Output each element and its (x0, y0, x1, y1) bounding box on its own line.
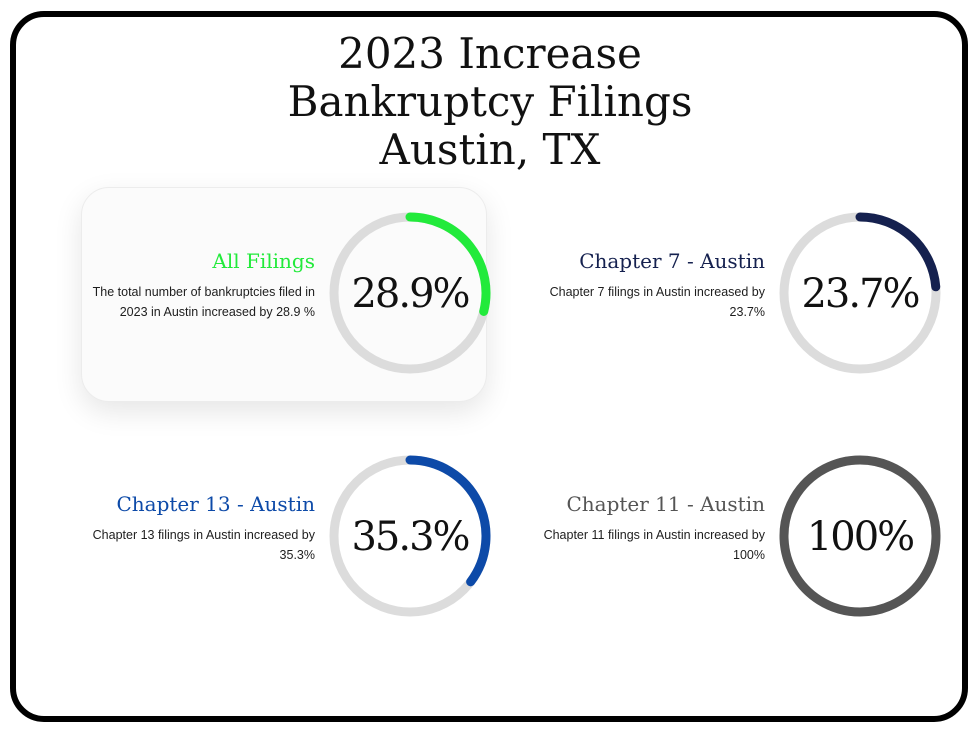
stat-block-chapter-13: Chapter 13 - Austin Chapter 13 filings i… (85, 453, 505, 623)
progress-ring-svg: 100% (779, 455, 941, 617)
progress-ring-svg: 28.9% (329, 212, 491, 374)
stat-heading: Chapter 13 - Austin (116, 492, 315, 516)
percent-label: 28.9% (351, 271, 468, 317)
progress-ring: 28.9% (327, 210, 493, 376)
stat-description: Chapter 7 filings in Austin increased by… (549, 285, 765, 319)
progress-ring: 23.7% (777, 210, 943, 376)
stat-text: Chapter 13 - Austin Chapter 13 filings i… (85, 491, 315, 565)
title-line-2: Bankruptcy Filings (287, 77, 693, 126)
progress-ring: 100% (777, 453, 943, 619)
ring-progress-arc (405, 212, 491, 316)
percent-label: 23.7% (801, 271, 918, 317)
stat-description: The total number of bankruptcies filed i… (92, 285, 315, 319)
infographic-title: 2023 Increase Bankruptcy Filings Austin,… (0, 30, 980, 174)
stat-heading: All Filings (212, 249, 315, 273)
title-line-1: 2023 Increase (338, 29, 642, 78)
stat-text: All Filings The total number of bankrupt… (85, 248, 315, 322)
stat-block-chapter-11: Chapter 11 - Austin Chapter 11 filings i… (535, 453, 955, 623)
stat-text: Chapter 7 - Austin Chapter 7 filings in … (535, 248, 765, 322)
percent-label: 35.3% (351, 514, 468, 560)
stat-block-all-filings: All Filings The total number of bankrupt… (85, 210, 505, 380)
stat-description: Chapter 11 filings in Austin increased b… (543, 528, 765, 562)
ring-progress-arc (405, 455, 491, 587)
stat-heading: Chapter 7 - Austin (579, 249, 765, 273)
stat-text: Chapter 11 - Austin Chapter 11 filings i… (535, 491, 765, 565)
progress-ring-svg: 23.7% (779, 212, 941, 374)
progress-ring-svg: 35.3% (329, 455, 491, 617)
stat-description: Chapter 13 filings in Austin increased b… (92, 528, 315, 562)
progress-ring: 35.3% (327, 453, 493, 619)
title-line-3: Austin, TX (379, 125, 601, 174)
stat-heading: Chapter 11 - Austin (566, 492, 765, 516)
ring-progress-arc (779, 455, 941, 617)
ring-progress-arc (855, 212, 941, 292)
stat-block-chapter-7: Chapter 7 - Austin Chapter 7 filings in … (535, 210, 955, 380)
percent-label: 100% (807, 514, 913, 560)
